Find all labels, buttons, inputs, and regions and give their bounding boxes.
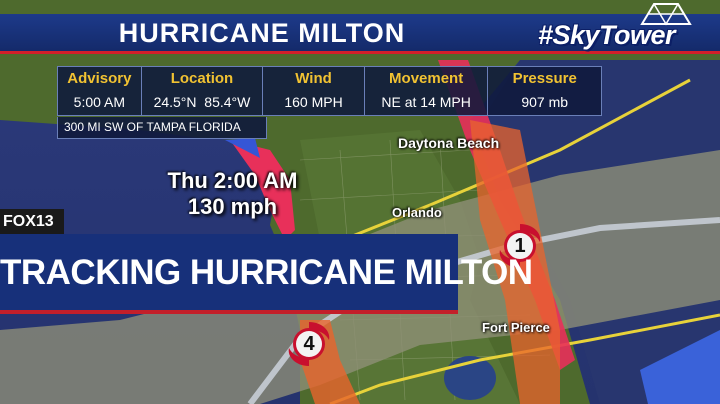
advisory-cell: Advisory 5:00 AM <box>58 67 142 115</box>
pressure-cell: Pressure 907 mb <box>488 67 601 115</box>
movement-header: Movement <box>389 70 464 87</box>
lower-third-headline: TRACKING HURRICANE MILTON <box>0 253 533 292</box>
wind-header: Wind <box>295 70 332 87</box>
storm-category-1: 1 <box>507 233 533 259</box>
advisory-value: 5:00 AM <box>73 94 126 110</box>
station-logo: FOX13 <box>0 209 64 234</box>
movement-cell: Movement NE at 14 MPH <box>365 67 489 115</box>
diamond-tower-icon <box>640 3 692 26</box>
advisory-header: Advisory <box>67 70 132 87</box>
hurricane-icon: 4 <box>283 318 335 370</box>
pressure-header: Pressure <box>512 70 577 87</box>
city-label-fort-pierce: Fort Pierce <box>482 320 550 335</box>
hurricane-warning-west <box>230 140 295 240</box>
forecast-time: Thu 2:00 AM <box>167 168 298 193</box>
storm-category-4: 4 <box>296 331 322 357</box>
city-label-orlando: Orlando <box>392 205 442 220</box>
pressure-value: 907 mb <box>521 94 569 110</box>
watch-area <box>225 138 260 158</box>
location-value: 24.5°N 85.4°W <box>153 94 251 110</box>
cone-outline-south <box>329 313 720 404</box>
advisory-table: Advisory 5:00 AM Location 24.5°N 85.4°W … <box>57 66 602 116</box>
wind-value: 160 MPH <box>284 94 343 110</box>
skytower-brand: #SkyTower <box>534 3 714 56</box>
location-header: Location <box>170 70 234 87</box>
distance-note: 300 MI SW OF TAMPA FLORIDA <box>57 117 267 139</box>
watch-area <box>640 330 720 404</box>
wind-cell: Wind 160 MPH <box>263 67 365 115</box>
location-cell: Location 24.5°N 85.4°W <box>142 67 264 115</box>
title-bar: HURRICANE MILTON <box>0 14 720 54</box>
forecast-point-label: Thu 2:00 AM 130 mph <box>140 168 325 220</box>
forecast-wind: 130 mph <box>187 194 278 219</box>
lower-third-banner: TRACKING HURRICANE MILTON <box>0 234 533 314</box>
page-title: HURRICANE MILTON <box>118 18 406 48</box>
movement-value: NE at 14 MPH <box>381 94 471 110</box>
city-label-daytona-beach: Daytona Beach <box>398 135 500 151</box>
hurricane-icon: 1 <box>494 220 546 272</box>
